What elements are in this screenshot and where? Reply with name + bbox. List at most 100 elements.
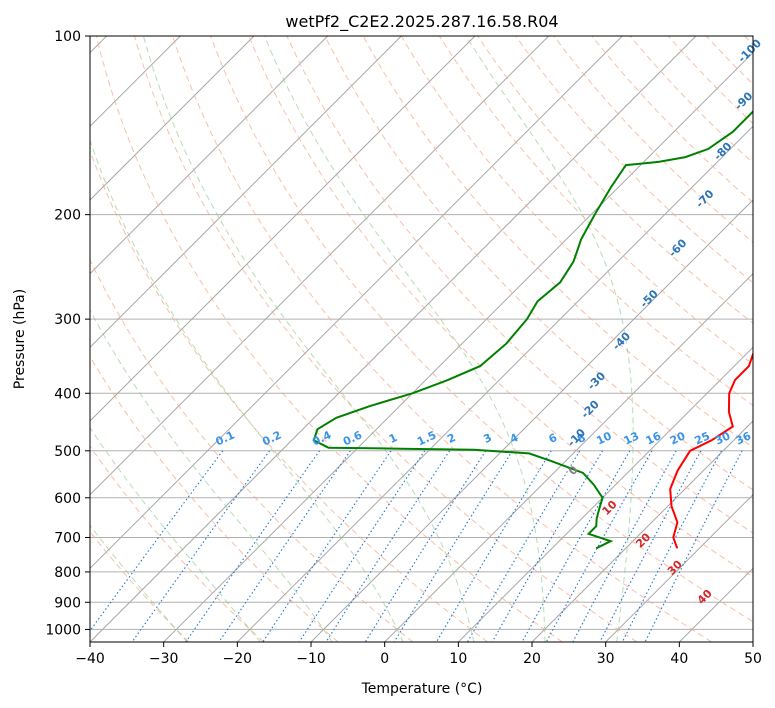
dry-adiabat-line [90,531,190,642]
dry-adiabat-label: -70 [693,187,716,210]
dry-adiabat-line [553,36,753,244]
isotherm-line [90,36,255,201]
moist-adiabat-label: 40 [695,587,715,607]
dry-adiabat-label: -60 [666,236,689,259]
x-tick-label: 20 [523,651,541,667]
isotherm-line [531,420,753,642]
y-tick-label: 100 [54,29,81,45]
moist-adiabat-label: 30 [665,558,685,578]
mixing-ratio-line [521,450,631,642]
mixing-ratio-line [325,450,451,642]
dry-adiabat-line [90,259,414,642]
dry-adiabat-line [210,36,753,623]
isotherm-line [90,36,329,275]
background-lines [90,36,753,642]
mixing-ratio-label: 20 [668,429,688,447]
dry-adiabat-line [90,355,339,642]
dry-adiabat-label: -20 [579,398,602,421]
mixing-ratio-label: 13 [622,429,641,447]
y-tick-label: 200 [54,208,81,224]
dry-adiabat-line [362,36,753,449]
mixing-ratio-label: 10 [594,429,614,447]
dry-adiabat-line [248,36,753,578]
y-tick-label: 900 [54,595,81,611]
mixing-ratio-line [185,450,321,642]
mixing-ratio-line [364,450,487,642]
dry-adiabat-label: -100 [735,36,764,65]
mixing-ratio-line [545,450,653,642]
mixing-ratio-label: 0.1 [214,428,237,448]
dewpoint-profile-line [312,110,753,550]
dry-adiabat-label: -90 [732,89,755,112]
isotherm-line [752,641,753,642]
x-tick-label: −10 [296,651,326,667]
dry-adiabat-line [667,36,753,125]
y-axis-title: Pressure (hPa) [12,289,28,389]
mixing-ratio-label: 6 [547,431,560,446]
x-tick-label: 10 [449,651,467,667]
dry-adiabat-line [95,36,563,642]
dry-adiabat-line [515,36,753,284]
x-axis-title: Temperature (°C) [361,681,483,697]
y-tick-label: 600 [54,491,81,507]
mixing-ratio-label: 3 [481,431,493,446]
moist-adiabat-line [264,36,546,642]
mixing-ratio-line [621,450,722,642]
mixing-ratio-label: 25 [693,429,712,447]
moist-adiabat-line [90,426,261,642]
mixing-ratio-label: 1.5 [415,428,438,448]
mixing-ratio-line [262,450,392,642]
x-tick-label: 30 [597,651,615,667]
isotherm-line [90,36,402,349]
dry-adiabat-label: -10 [565,426,588,449]
dry-adiabat-line [744,36,753,46]
dry-adiabat-label: -30 [585,369,608,392]
isotherm-line [163,51,753,642]
x-tick-label: −40 [75,651,105,667]
profile-lines [312,110,753,550]
isotherm-line [310,199,753,642]
isotherm-line [90,36,623,570]
x-tick-label: 0 [380,651,389,667]
mixing-ratio-label: 36 [734,429,754,447]
chart-title: wetPf2_C2E2.2025.287.16.58.R04 [285,12,558,32]
dry-adiabat-line [133,36,638,642]
dry-adiabat-line [705,36,753,85]
mixing-ratio-line [393,450,513,642]
y-tick-label: 1000 [45,622,81,638]
x-tick-label: 50 [744,651,762,667]
mixing-ratio-label: 1 [387,431,399,446]
isotherm-line [236,125,753,642]
mixing-ratio-label: 0.2 [260,428,283,448]
isotherm-line [457,346,753,642]
axes: −40 −30 −20 −10 0 10 20 30 40 50 1000 900 800 700 600 5… [45,29,762,667]
moist-adiabat-line [90,138,404,642]
isotherm-line [605,493,753,642]
mixing-ratio-line [218,450,351,642]
mixing-ratio-line [599,450,702,642]
dry-adiabat-label: -50 [638,287,661,310]
y-tick-label: 300 [54,312,81,328]
plot-frame [89,35,754,643]
mixing-ratio-label: 2 [445,431,457,446]
dry-adiabat-label: -40 [610,329,633,352]
isotherm-line [90,36,476,422]
isotherm-line [678,567,753,642]
moist-adiabat-line [90,309,333,642]
dry-adiabat-line [438,36,753,365]
isotherm-line [384,272,753,642]
y-tick-label: 400 [54,386,81,402]
mixing-ratio-line [298,450,426,642]
temperature-profile-line [669,351,753,549]
isotherm-line [90,36,550,496]
dry-adiabat-line [90,149,488,642]
y-tick-label: 700 [54,531,81,547]
isotherm-line [90,36,697,642]
mixing-ratio-label: 30 [713,429,733,447]
moist-adiabat-line [465,36,634,642]
dry-adiabat-line [400,36,753,407]
x-tick-label: −30 [149,651,179,667]
mixing-ratio-line [644,450,743,642]
dry-adiabat-line [477,36,753,324]
x-tick-label: 40 [670,651,688,667]
